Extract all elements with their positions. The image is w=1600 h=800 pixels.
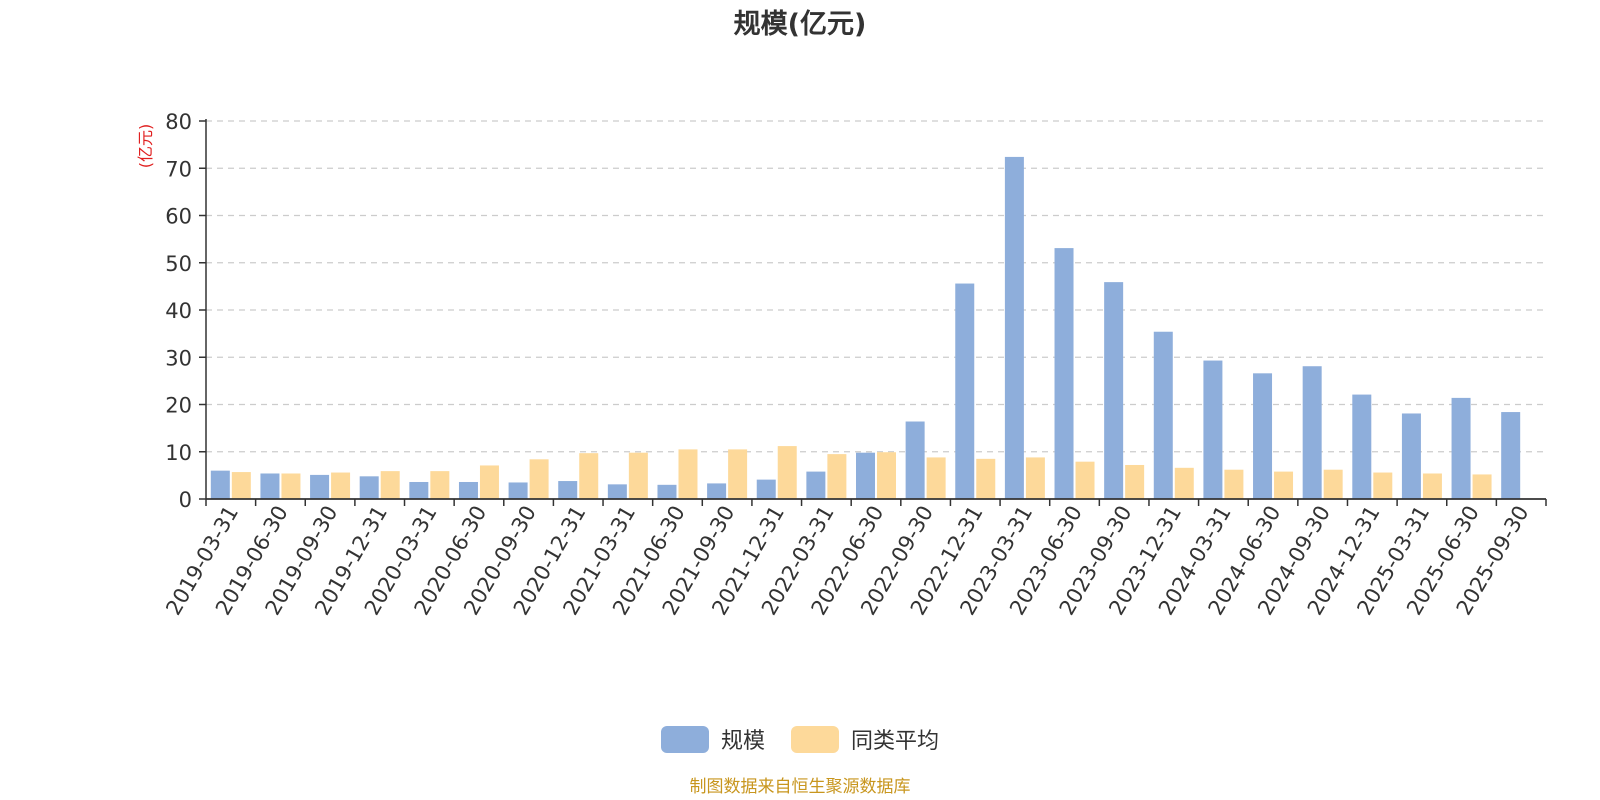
bar-peer-average[interactable] <box>380 471 400 499</box>
bar-scale[interactable] <box>806 471 826 499</box>
bar-peer-average[interactable] <box>1274 471 1294 499</box>
legend-swatch-scale <box>661 726 709 753</box>
chart-title: 规模(亿元) <box>734 9 867 40</box>
bar-scale[interactable] <box>409 481 429 499</box>
legend-label-peer-average: 同类平均 <box>851 729 939 754</box>
bar-peer-average[interactable] <box>1472 474 1492 499</box>
bar-scale[interactable] <box>210 470 230 499</box>
y-axis: 0 10 20 30 40 50 60 70 80 <box>165 110 207 512</box>
bar-peer-average[interactable] <box>231 472 251 499</box>
bar-peer-average[interactable] <box>1125 464 1145 499</box>
bar-scale[interactable] <box>310 474 330 499</box>
bar-peer-average[interactable] <box>678 449 698 499</box>
bar-peer-average[interactable] <box>877 452 896 499</box>
bar-peer-average[interactable] <box>1174 467 1194 499</box>
bar-scale[interactable] <box>1401 413 1421 499</box>
bar-scale[interactable] <box>1302 366 1322 499</box>
bar-scale[interactable] <box>905 421 925 499</box>
bar-peer-average[interactable] <box>777 446 797 499</box>
y-tick-label: 20 <box>165 394 192 418</box>
bar-peer-average[interactable] <box>1075 461 1095 499</box>
y-tick-label: 60 <box>165 205 192 229</box>
y-tick-label: 40 <box>165 299 192 323</box>
y-tick-label: 50 <box>165 252 192 276</box>
grid-lines <box>206 120 1546 453</box>
bar-peer-average[interactable] <box>1323 469 1343 499</box>
bar-scale[interactable] <box>707 483 727 499</box>
legend-item-scale[interactable]: 规模 <box>661 726 765 754</box>
bar-scale[interactable] <box>1253 373 1273 499</box>
y-tick-label: 70 <box>165 157 192 181</box>
y-tick-label: 10 <box>165 441 192 465</box>
bar-peer-average[interactable] <box>628 452 648 499</box>
bar-peer-average[interactable] <box>1373 472 1393 499</box>
bar-peer-average[interactable] <box>827 454 847 499</box>
bar-scale[interactable] <box>260 473 280 499</box>
bar-peer-average[interactable] <box>479 465 499 499</box>
bar-layer <box>210 156 1521 499</box>
bar-scale[interactable] <box>1004 156 1024 499</box>
bar-scale[interactable] <box>1501 412 1521 499</box>
bar-peer-average[interactable] <box>1422 473 1442 499</box>
bar-peer-average[interactable] <box>926 457 946 499</box>
bar-peer-average[interactable] <box>331 472 351 499</box>
bar-scale[interactable] <box>1203 360 1223 499</box>
bar-scale[interactable] <box>1153 331 1173 499</box>
legend[interactable]: 规模 同类平均 <box>661 726 939 754</box>
bar-peer-average[interactable] <box>430 471 450 499</box>
bar-peer-average[interactable] <box>1224 469 1244 499</box>
bar-peer-average[interactable] <box>281 473 301 499</box>
y-tick-label: 0 <box>179 488 192 512</box>
bar-peer-average[interactable] <box>529 459 549 499</box>
x-axis: 2019-03-312019-06-302019-09-302019-12-31… <box>161 498 1547 619</box>
bar-scale[interactable] <box>508 482 528 499</box>
bar-scale[interactable] <box>1054 248 1074 499</box>
y-axis-unit-label: (亿元) <box>136 124 155 169</box>
bar-scale[interactable] <box>1451 397 1471 499</box>
bar-peer-average[interactable] <box>1025 457 1045 499</box>
y-tick-label: 80 <box>165 110 192 134</box>
bar-scale[interactable] <box>955 283 975 499</box>
bar-scale[interactable] <box>657 484 677 499</box>
y-tick-label: 30 <box>165 346 192 370</box>
bar-peer-average[interactable] <box>728 449 748 499</box>
legend-swatch-peer-average <box>791 726 839 753</box>
bar-scale[interactable] <box>1352 394 1372 499</box>
bar-peer-average[interactable] <box>579 453 599 499</box>
bar-scale[interactable] <box>359 476 379 499</box>
bar-scale[interactable] <box>756 479 776 499</box>
bar-peer-average[interactable] <box>976 458 996 499</box>
bar-scale[interactable] <box>1104 282 1124 499</box>
bar-scale[interactable] <box>458 481 478 499</box>
data-source-note: 制图数据来自恒生聚源数据库 <box>690 777 911 797</box>
legend-label-scale: 规模 <box>721 729 765 754</box>
bar-scale[interactable] <box>607 484 627 499</box>
bar-scale[interactable] <box>856 452 875 499</box>
legend-item-peer-average[interactable]: 同类平均 <box>791 726 939 754</box>
bar-scale[interactable] <box>558 481 578 499</box>
